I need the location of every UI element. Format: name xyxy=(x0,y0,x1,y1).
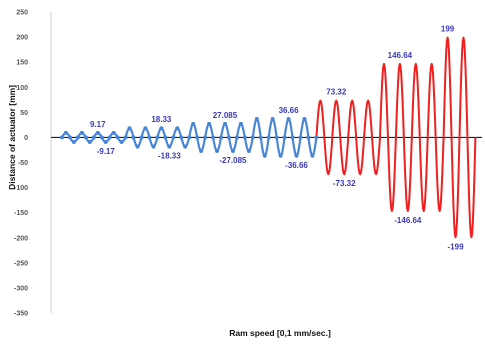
series-point xyxy=(167,144,172,149)
series-point xyxy=(159,126,164,131)
series-point xyxy=(123,135,128,140)
y-tick-label: 250 xyxy=(16,10,28,17)
marker-layer xyxy=(60,117,319,158)
series-point xyxy=(211,135,216,140)
data-label: 146.64 xyxy=(388,51,413,60)
series-point xyxy=(270,117,275,122)
data-label: -9.17 xyxy=(97,147,116,156)
series-point xyxy=(107,135,112,140)
series-point xyxy=(95,130,100,135)
series-point xyxy=(298,135,303,140)
series-point xyxy=(175,126,180,131)
series-point xyxy=(191,121,196,126)
y-tick-label: -300 xyxy=(14,285,28,292)
series-point xyxy=(63,130,68,135)
series-point xyxy=(230,149,235,153)
series-point xyxy=(278,153,283,158)
series-point xyxy=(151,144,156,149)
series-point xyxy=(250,135,255,140)
series-point xyxy=(103,140,108,145)
series-point xyxy=(226,135,231,140)
series-point xyxy=(99,135,104,140)
series-point xyxy=(306,135,311,140)
y-axis-title: Distance of actuator [mm] xyxy=(7,85,17,190)
series-point xyxy=(302,117,307,122)
series-point xyxy=(219,135,223,140)
series-point xyxy=(79,130,84,135)
series-point xyxy=(183,144,188,149)
series-point xyxy=(195,135,200,140)
y-axis-ticks: 250 200 150 100 50 0 -50 -100 -150 -200 -250 -300 -3… xyxy=(14,10,28,318)
data-label: -36.66 xyxy=(285,161,308,170)
data-label: -199 xyxy=(448,242,465,251)
data-label: -27.085 xyxy=(219,156,247,165)
series-point xyxy=(119,140,124,145)
series-point xyxy=(314,135,319,140)
series-point xyxy=(60,135,64,140)
data-label: 199 xyxy=(441,25,455,34)
y-tick-label: 200 xyxy=(16,35,28,42)
series-point xyxy=(139,135,144,140)
x-axis-title: Ram speed [0,1 mm/sec.] xyxy=(229,328,331,338)
series-point xyxy=(135,144,140,149)
series-point xyxy=(242,135,247,140)
series-point xyxy=(91,135,96,140)
y-tick-label: 0 xyxy=(24,135,28,142)
series-point xyxy=(83,135,88,140)
series-point xyxy=(215,149,220,153)
series-point xyxy=(163,135,168,140)
series-point xyxy=(131,135,136,140)
series-point xyxy=(179,135,184,140)
series-point xyxy=(222,121,227,126)
y-tick-label: 100 xyxy=(16,85,28,92)
data-label: 27.085 xyxy=(213,111,238,120)
series-point xyxy=(171,135,176,140)
series-point xyxy=(143,126,148,131)
y-tick-label: -100 xyxy=(14,185,28,192)
series-point xyxy=(246,149,251,153)
series-point xyxy=(75,135,80,140)
data-labels: 9.17 -9.17 18.33 -18.33 27.085 -27.085 36.66 -3… xyxy=(90,25,464,252)
series-point xyxy=(310,153,315,158)
series-point xyxy=(254,117,259,122)
series-point xyxy=(111,130,116,135)
series-point xyxy=(203,135,208,140)
series-point xyxy=(67,135,72,140)
y-tick-label: -250 xyxy=(14,260,28,267)
series-point xyxy=(234,135,239,140)
series-point xyxy=(294,153,299,158)
y-tick-label: -200 xyxy=(14,235,28,242)
data-label: -146.64 xyxy=(394,216,422,225)
series-point xyxy=(71,140,76,145)
series-point xyxy=(290,135,295,140)
series-point xyxy=(282,135,287,140)
series-point xyxy=(115,135,120,140)
series-point xyxy=(207,121,212,126)
y-tick-label: -350 xyxy=(14,311,28,318)
data-label: 18.33 xyxy=(151,115,172,124)
series-point xyxy=(286,117,291,122)
y-tick-label: -50 xyxy=(18,160,28,167)
y-tick-label: 150 xyxy=(16,60,28,67)
series-point xyxy=(147,135,152,140)
data-label: 36.66 xyxy=(279,106,300,115)
series-point xyxy=(258,135,263,140)
series-point xyxy=(199,149,204,153)
data-label: 73.32 xyxy=(326,88,347,97)
series-line xyxy=(315,36,477,239)
series-point xyxy=(127,126,132,131)
series-point xyxy=(238,121,243,126)
data-label: -18.33 xyxy=(158,152,181,161)
series-point xyxy=(155,135,160,140)
y-tick-label: -150 xyxy=(14,210,28,217)
series-point xyxy=(274,135,279,140)
series-point xyxy=(187,135,192,140)
series-point xyxy=(87,140,92,145)
series-point xyxy=(262,153,267,158)
y-tick-label: 50 xyxy=(20,110,28,117)
data-label: -73.32 xyxy=(333,179,356,188)
series-point xyxy=(266,135,271,140)
data-label: 9.17 xyxy=(90,120,106,129)
